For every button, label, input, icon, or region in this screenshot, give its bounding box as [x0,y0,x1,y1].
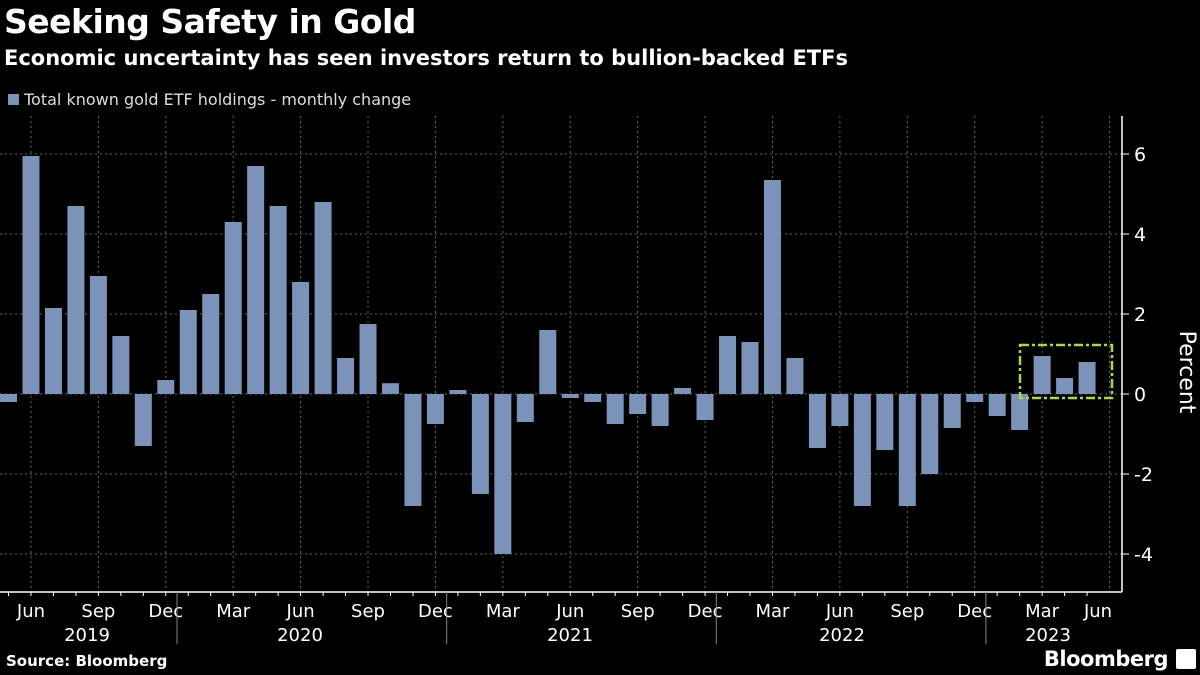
x-year-label: 2021 [547,625,593,646]
x-tick-label: Sep [621,601,655,622]
bar [561,394,579,398]
bar [786,358,804,394]
bar [629,394,647,414]
bar [179,310,197,394]
x-tick-label: Mar [1025,601,1060,622]
x-tick-label: Dec [957,601,992,622]
bar [381,383,399,394]
bar [674,388,692,394]
bar [741,342,759,394]
bar [269,206,287,394]
source-note: Source: Bloomberg [6,652,168,670]
chart-title: Seeking Safety in Gold [4,2,416,41]
bar [471,394,489,494]
brand-logo: Bloomberg [1043,647,1169,671]
legend: Total known gold ETF holdings - monthly … [8,90,411,109]
bar [337,358,355,394]
bar [539,330,557,394]
bar [494,394,512,554]
bar [808,394,826,448]
bar [404,394,422,506]
bar [719,336,737,394]
bar [606,394,624,424]
x-tick-label: Jun [286,601,315,622]
x-tick-label: Mar [486,601,521,622]
bar [696,394,714,420]
y-axis-label: Percent [1174,331,1199,414]
x-tick-label: Dec [688,601,723,622]
bar [22,156,40,394]
x-tick-label: Sep [890,601,924,622]
legend-swatch [8,94,19,105]
bar [247,166,265,394]
bar [314,202,332,394]
x-year-label: 2022 [819,625,865,646]
x-tick-label: Mar [755,601,790,622]
bar [584,394,602,402]
bar [516,394,534,422]
y-tick-label: 0 [1134,384,1146,406]
y-tick-label: 2 [1134,304,1146,326]
bar [1011,394,1029,430]
chart-subtitle: Economic uncertainty has seen investors … [4,46,848,70]
bar [853,394,871,506]
x-tick-label: Sep [351,601,385,622]
legend-label: Total known gold ETF holdings - monthly … [24,90,412,109]
x-tick-label: Jun [555,601,584,622]
bar [202,294,220,394]
bloomberg-icon [1176,649,1196,669]
bar [449,390,467,394]
bar [1033,356,1051,394]
bar [651,394,669,426]
bar [359,324,377,394]
bar [0,394,17,402]
x-year-label: 2020 [277,625,323,646]
x-tick-label: Mar [216,601,251,622]
bar [921,394,939,474]
x-year-label: 2019 [64,625,110,646]
bar [224,222,242,394]
bar [89,276,107,394]
bar [943,394,961,428]
bar [157,380,175,394]
bar [966,394,984,402]
bar [831,394,849,426]
bar [44,308,62,394]
bar [763,180,781,394]
bar [898,394,916,506]
y-tick-label: -4 [1134,544,1153,566]
bar [292,282,310,394]
bar [876,394,894,450]
y-tick-label: 4 [1134,224,1146,246]
bar [1078,362,1096,394]
x-tick-label: Jun [16,601,45,622]
bar [112,336,130,394]
x-tick-label: Sep [81,601,115,622]
y-tick-label: -2 [1134,464,1153,486]
x-tick-label: Jun [1083,601,1112,622]
x-tick-label: Dec [148,601,183,622]
bar [426,394,444,424]
bar [67,206,85,394]
bar [1056,378,1074,394]
bar [988,394,1006,416]
bar [134,394,152,446]
y-tick-label: 6 [1134,144,1146,166]
x-tick-label: Jun [825,601,854,622]
x-year-label: 2023 [1025,625,1071,646]
x-tick-label: Dec [418,601,453,622]
